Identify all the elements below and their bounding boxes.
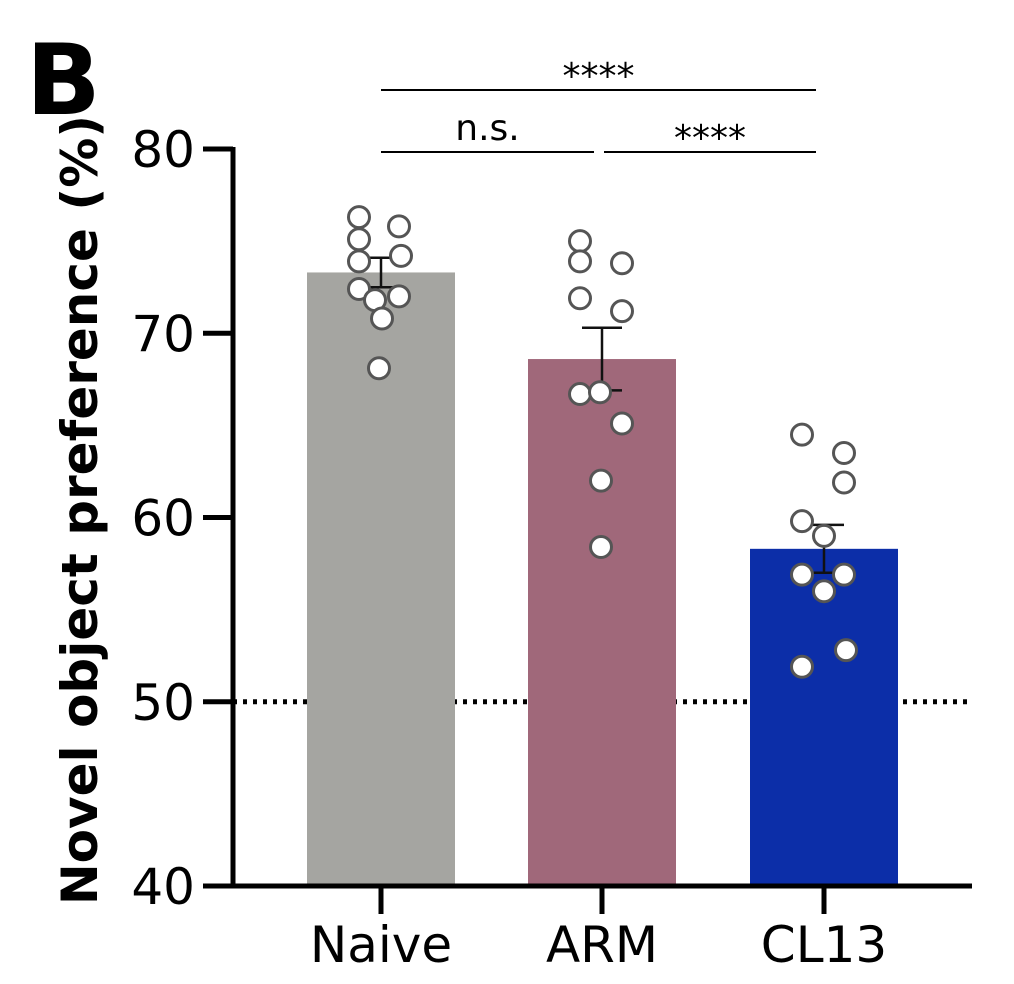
- y-tick-label-50: 50: [131, 674, 195, 732]
- y-axis-label: Novel object preference (%): [51, 115, 109, 905]
- panel-label: B: [26, 24, 101, 138]
- data-point-arm: [610, 299, 634, 324]
- data-point-naive: [370, 306, 394, 331]
- data-point-naive: [347, 227, 371, 252]
- data-point-arm: [568, 229, 592, 254]
- data-point-naive: [347, 277, 371, 302]
- data-point-arm: [589, 534, 613, 559]
- data-point-naive: [387, 214, 411, 239]
- data-point-arm: [589, 468, 613, 493]
- data-point-naive: [389, 243, 413, 268]
- data-point-cl13: [790, 509, 814, 534]
- data-point-naive: [387, 284, 411, 309]
- data-point-cl13: [832, 562, 856, 587]
- x-tick-label-cl13: CL13: [761, 916, 887, 974]
- y-tick-label-60: 60: [131, 490, 195, 548]
- significance-label-2: n.s.: [455, 108, 519, 149]
- data-point-cl13: [834, 638, 858, 663]
- x-tick-label-arm: ARM: [546, 916, 658, 974]
- data-point-arm: [568, 382, 592, 407]
- data-point-naive: [347, 205, 371, 230]
- y-tick-label-80: 80: [131, 121, 195, 179]
- data-point-arm: [588, 380, 612, 405]
- data-point-arm: [610, 411, 634, 436]
- significance-label-3: ****: [674, 118, 746, 159]
- data-point-arm: [568, 286, 592, 311]
- data-point-cl13: [812, 579, 836, 604]
- data-point-cl13: [832, 470, 856, 495]
- data-point-cl13: [790, 654, 814, 679]
- data-point-cl13: [832, 441, 856, 466]
- y-tick-label-70: 70: [131, 305, 195, 363]
- significance-label-1: ****: [563, 56, 635, 97]
- data-point-naive: [347, 249, 371, 274]
- bar-cl13: [750, 548, 898, 886]
- data-point-naive: [367, 356, 391, 381]
- y-tick-label-40: 40: [131, 858, 195, 916]
- data-point-cl13: [790, 422, 814, 447]
- data-point-cl13: [812, 523, 836, 548]
- x-tick-label-naive: Naive: [310, 916, 452, 974]
- data-point-arm: [568, 249, 592, 274]
- data-point-cl13: [790, 562, 814, 587]
- data-point-arm: [610, 251, 634, 276]
- bar-arm: [528, 359, 676, 886]
